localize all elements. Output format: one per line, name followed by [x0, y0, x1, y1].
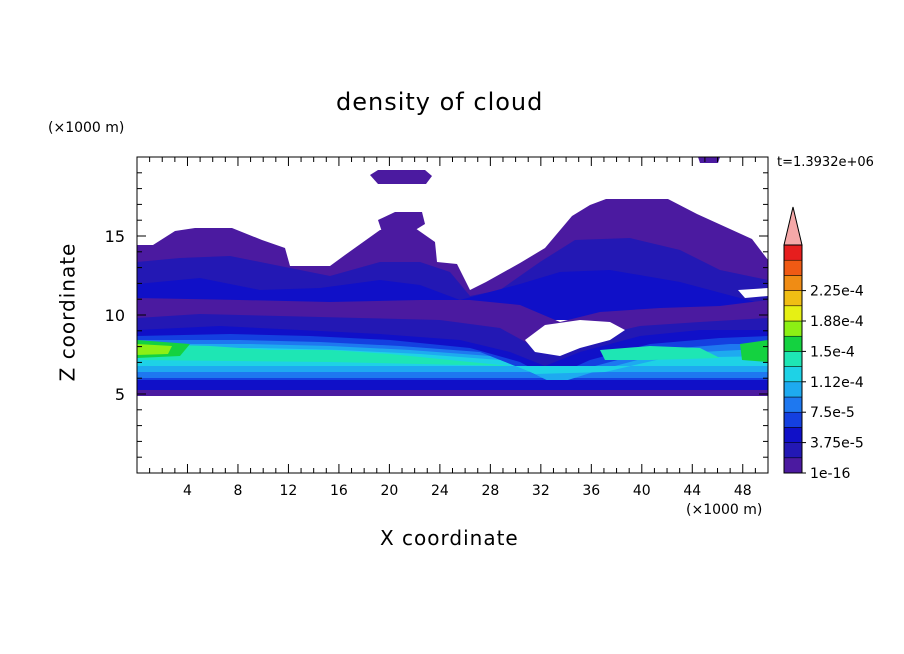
- x-unit-label: (×1000 m): [686, 502, 763, 518]
- colorbar-swatch: [783, 259, 803, 276]
- x-tick-label: 8: [233, 483, 242, 499]
- colorbar-swatch: [783, 275, 803, 291]
- colorbar-swatch: [783, 442, 803, 459]
- x-tick-label: 4: [183, 483, 192, 499]
- colorbar-swatch: [783, 396, 803, 413]
- colorbar-swatch: [783, 290, 803, 307]
- colorbar-swatch: [783, 244, 803, 261]
- clear-region: [525, 320, 625, 356]
- y-tick-label: 10: [105, 306, 125, 325]
- time-label: t=1.3932e+06: [777, 155, 874, 170]
- main-layer-l8: [140, 344, 510, 366]
- y-tick-label: 15: [105, 227, 125, 246]
- colorbar-swatch: [783, 335, 803, 352]
- y-unit-label: (×1000 m): [48, 120, 125, 136]
- colorbar-swatch: [783, 305, 803, 322]
- y-axis-ticks: 5 10 15: [105, 156, 768, 474]
- colorbar-swatch: [783, 366, 803, 383]
- colorbar-swatch: [783, 381, 803, 398]
- colorbar-label: 3.75e-5: [810, 436, 864, 452]
- x-tick-label: 36: [582, 483, 600, 499]
- x-tick-label: 24: [431, 483, 449, 499]
- colorbar-swatch: [783, 320, 803, 337]
- x-tick-label: 20: [380, 483, 398, 499]
- main-layer-right: [740, 340, 768, 362]
- cloud-patch-high: [370, 170, 432, 184]
- colorbar-swatch: [783, 457, 803, 474]
- colorbar-swatch: [783, 351, 803, 367]
- x-tick-label: 48: [734, 483, 752, 499]
- colorbar-swatch: [783, 427, 803, 443]
- colorbar-label: 1.88e-4: [810, 314, 864, 330]
- colorbar-swatch: [783, 411, 803, 428]
- x-tick-label: 32: [532, 483, 550, 499]
- main-layer-mid-right: [600, 346, 720, 360]
- colorbar-over-arrow: [783, 206, 803, 246]
- colorbar: 1e-16 3.75e-5 7.5e-5 1.12e-4 1.5e-4 1.88e-4 2.…: [783, 206, 864, 482]
- x-tick-label: 44: [683, 483, 701, 499]
- colorbar-label: 1.5e-4: [810, 344, 855, 360]
- y-axis-label: Z coordinate: [55, 242, 80, 382]
- main-layer-peak: [137, 344, 172, 355]
- colorbar-frame: [783, 244, 803, 474]
- x-tick-label: 28: [481, 483, 499, 499]
- colorbar-label: 2.25e-4: [810, 284, 864, 300]
- x-axis-ticks: 4 8 12 16 20 24 28 32 36 40 44 48: [136, 157, 769, 499]
- x-tick-label: 40: [633, 483, 651, 499]
- colorbar-label: 1.12e-4: [810, 375, 864, 391]
- cloud-patch-mid: [378, 212, 425, 232]
- chart-title: density of cloud: [336, 88, 544, 116]
- clear-region-right: [738, 288, 768, 298]
- colorbar-label: 7.5e-5: [810, 405, 855, 421]
- density-field: [137, 157, 768, 396]
- cloud-patch-top: [698, 157, 720, 163]
- x-tick-label: 16: [330, 483, 348, 499]
- x-axis-label: X coordinate: [380, 526, 519, 550]
- x-tick-label: 12: [280, 483, 298, 499]
- y-tick-label: 5: [115, 385, 125, 404]
- cloud-base-edge: [137, 390, 768, 396]
- colorbar-label: 1e-16: [810, 466, 850, 482]
